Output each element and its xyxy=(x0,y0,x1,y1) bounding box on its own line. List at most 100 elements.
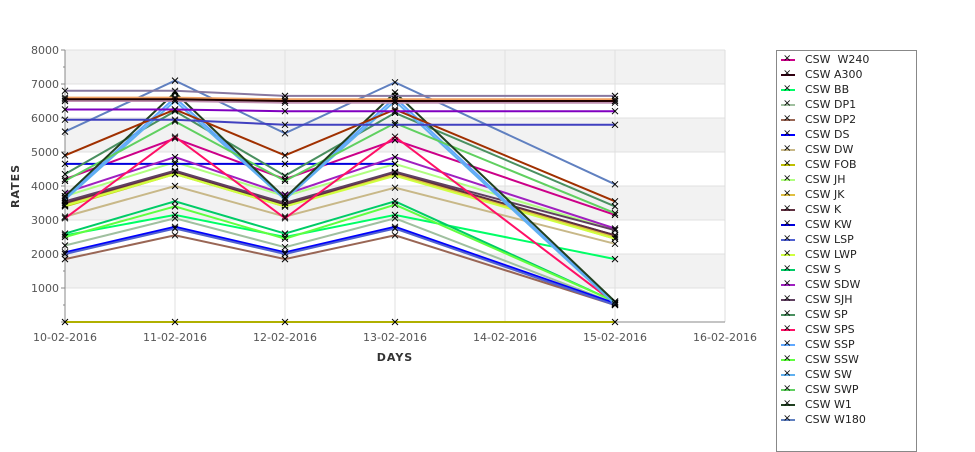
data-point-marker xyxy=(61,214,69,222)
legend-label: CSW SSW xyxy=(805,353,859,366)
data-point-marker xyxy=(391,168,399,176)
data-point-marker xyxy=(391,184,399,192)
legend-swatch-icon: × xyxy=(781,263,795,275)
legend-swatch-icon: × xyxy=(781,218,795,230)
legend-swatch-icon: × xyxy=(781,368,795,380)
legend-swatch-icon: × xyxy=(781,323,795,335)
legend-swatch-icon: × xyxy=(781,413,795,425)
data-point-marker xyxy=(611,318,619,326)
data-point-marker xyxy=(281,243,289,251)
series-unlabeled-32 xyxy=(61,318,619,326)
data-point-marker xyxy=(391,133,399,141)
series-csw-kw xyxy=(61,160,399,168)
legend-label: CSW KW xyxy=(805,218,852,231)
legend-item: × CSW DW xyxy=(777,142,916,157)
legend-swatch-icon: × xyxy=(781,53,795,65)
data-point-marker xyxy=(391,78,399,86)
data-point-marker xyxy=(281,177,289,185)
legend-label: CSW DS xyxy=(805,128,850,141)
legend-swatch-icon: × xyxy=(781,233,795,245)
legend-swatch-icon: × xyxy=(781,398,795,410)
x-tick-label: 12-02-2016 xyxy=(253,331,317,344)
data-point-marker xyxy=(611,300,619,308)
legend-item: × CSW JH xyxy=(777,172,916,187)
legend-item: × CSW DS xyxy=(777,127,916,142)
x-tick-label: 10-02-2016 xyxy=(33,331,97,344)
data-point-marker xyxy=(281,107,289,115)
data-point-marker xyxy=(281,160,289,168)
y-tick-label: 8000 xyxy=(31,44,59,57)
data-point-marker xyxy=(171,133,179,141)
data-point-marker xyxy=(281,214,289,222)
data-point-marker xyxy=(61,250,69,258)
legend-item: × CSW SDW xyxy=(777,277,916,292)
data-point-marker xyxy=(611,97,619,105)
series-unlabeled-29 xyxy=(61,95,619,105)
legend-label: CSW W180 xyxy=(805,413,866,426)
data-point-marker xyxy=(391,214,399,222)
legend-label: CSW SPS xyxy=(805,323,855,336)
legend: × CSW W240 × CSW A300 × CSW BB × CSW DP1 × CSW DP… xyxy=(776,50,917,452)
legend-label: CSW SWP xyxy=(805,383,859,396)
data-point-marker xyxy=(611,121,619,129)
data-point-marker xyxy=(171,214,179,222)
legend-swatch-icon: × xyxy=(781,203,795,215)
legend-item: × CSW S xyxy=(777,262,916,277)
data-point-marker xyxy=(611,107,619,115)
data-point-marker xyxy=(281,318,289,326)
data-point-marker xyxy=(171,197,179,205)
y-tick-label: 5000 xyxy=(31,146,59,159)
series-unlabeled-31 xyxy=(61,116,619,129)
data-point-marker xyxy=(611,226,619,234)
legend-item: × CSW LWP xyxy=(777,247,916,262)
legend-swatch-icon: × xyxy=(781,98,795,110)
data-point-marker xyxy=(391,160,399,168)
data-point-marker xyxy=(391,225,399,232)
data-point-marker xyxy=(171,95,179,103)
data-point-marker xyxy=(61,95,69,103)
data-point-marker xyxy=(61,242,69,249)
legend-item: × CSW JK xyxy=(777,187,916,202)
legend-item: × CSW W240 xyxy=(777,52,916,67)
legend-swatch-icon: × xyxy=(781,293,795,305)
y-tick-label: 7000 xyxy=(31,78,59,91)
data-point-marker xyxy=(171,318,179,326)
legend-swatch-icon: × xyxy=(781,338,795,350)
data-point-marker xyxy=(171,231,179,239)
legend-item: × CSW SP xyxy=(777,307,916,322)
data-point-marker xyxy=(61,128,69,135)
legend-label: CSW S xyxy=(805,263,842,276)
tick-labels: 1000 2000 3000 4000 5000 6000 7000 8000 10-02-20… xyxy=(31,44,757,344)
legend-swatch-icon: × xyxy=(781,383,795,395)
x-tick-label: 14-02-2016 xyxy=(473,331,537,344)
data-point-marker xyxy=(61,116,69,124)
data-point-marker xyxy=(611,240,619,248)
legend-label: CSW BB xyxy=(805,83,850,96)
y-axis-label: RATES xyxy=(9,164,22,208)
data-point-marker xyxy=(281,230,289,237)
data-point-marker xyxy=(171,77,179,84)
data-point-marker xyxy=(61,318,69,326)
data-point-marker xyxy=(171,160,179,168)
data-point-marker xyxy=(611,298,619,305)
legend-label: CSW DW xyxy=(805,143,854,156)
data-point-marker xyxy=(61,152,69,159)
legend-label: CSW W240 xyxy=(805,53,870,66)
line-chart: 1000 2000 3000 4000 5000 6000 7000 8000 10-02-20… xyxy=(9,44,757,364)
data-point-marker xyxy=(391,201,399,209)
legend-item: × CSW A300 xyxy=(777,67,916,82)
legend-swatch-icon: × xyxy=(781,158,795,170)
legend-swatch-icon: × xyxy=(781,353,795,365)
data-point-marker xyxy=(391,153,399,161)
data-point-marker xyxy=(61,175,69,183)
data-point-marker xyxy=(281,121,289,129)
legend-item: × CSW BB xyxy=(777,82,916,97)
legend-item: × CSW KW xyxy=(777,217,916,232)
series-csw-dw xyxy=(61,182,619,248)
data-point-marker xyxy=(171,87,179,95)
data-point-marker xyxy=(171,153,179,161)
y-tick-label: 6000 xyxy=(31,112,59,125)
data-point-marker xyxy=(611,235,619,243)
data-point-marker xyxy=(281,172,289,180)
legend-label: CSW JH xyxy=(805,173,846,186)
